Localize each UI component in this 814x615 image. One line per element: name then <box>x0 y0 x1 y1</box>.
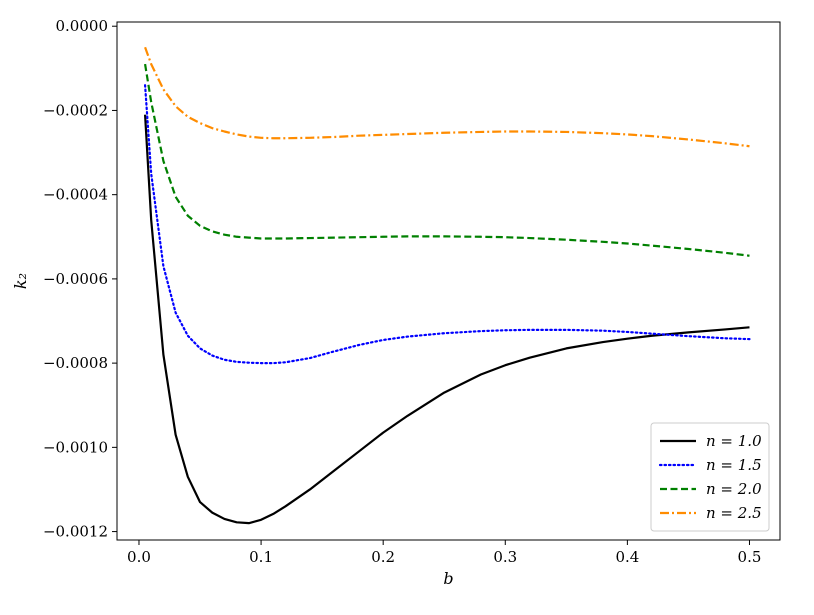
legend-label-1: n = 1.0 <box>706 432 762 450</box>
y-axis-label: k₂ <box>11 273 30 289</box>
legend-label-4: n = 2.5 <box>706 504 762 522</box>
axes-layer: 0.0 0.1 0.2 0.3 0.4 0.5 0.0000 −0.0002 −0.0004 −0… <box>11 17 781 588</box>
y-tick-label: −0.0004 <box>43 186 108 204</box>
legend: n = 1.0 n = 1.5 n = 2.0 n = 2.5 <box>650 422 770 532</box>
x-tick-label: 0.3 <box>493 548 517 566</box>
legend-box <box>650 422 770 532</box>
series-layer <box>143 46 751 525</box>
x-axis-label: b <box>443 569 453 588</box>
x-tick-label: 0.1 <box>249 548 273 566</box>
y-tick-label: −0.0012 <box>43 523 108 541</box>
y-tick-label: 0.0000 <box>56 17 109 35</box>
series-line-4 <box>144 46 750 148</box>
y-tick-label: −0.0006 <box>43 270 108 288</box>
y-tick-label: −0.0002 <box>43 101 108 119</box>
legend-label-3: n = 2.0 <box>706 480 762 498</box>
x-tick-label: 0.0 <box>127 548 151 566</box>
series-line-2 <box>143 84 751 365</box>
x-tick-label: 0.4 <box>615 548 639 566</box>
legend-label-2: n = 1.5 <box>706 456 762 474</box>
plot-frame <box>116 21 781 541</box>
y-tick-label: −0.0010 <box>43 438 108 456</box>
series-line-3 <box>143 63 750 257</box>
x-tick-label: 0.2 <box>371 548 395 566</box>
y-tick-label: −0.0008 <box>43 354 108 372</box>
series-line-1 <box>143 114 750 525</box>
x-tick-label: 0.5 <box>738 548 762 566</box>
